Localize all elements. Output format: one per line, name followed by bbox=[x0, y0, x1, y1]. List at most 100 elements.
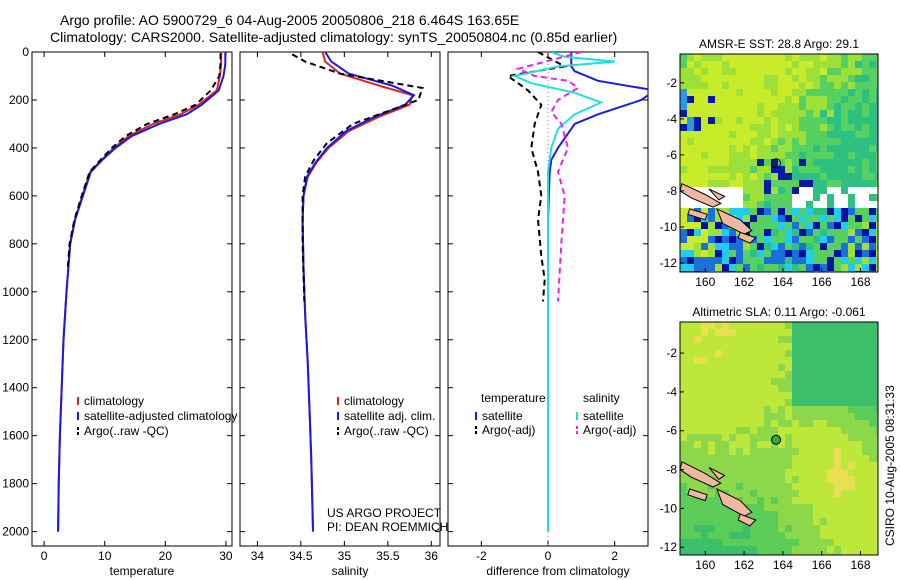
map-cell bbox=[778, 124, 785, 131]
map-cell bbox=[764, 124, 771, 131]
map-cell bbox=[785, 546, 792, 553]
map-cell bbox=[792, 166, 799, 173]
map-cell bbox=[708, 173, 715, 180]
map-cell bbox=[687, 61, 694, 68]
map-cell bbox=[827, 75, 834, 82]
map-cell bbox=[855, 434, 862, 441]
map-cell bbox=[792, 350, 799, 357]
map-cell bbox=[792, 215, 799, 222]
map-cell bbox=[855, 96, 862, 103]
map-cell bbox=[820, 364, 827, 371]
map-cell bbox=[827, 89, 834, 96]
map-cell bbox=[701, 504, 708, 511]
map-cell bbox=[778, 490, 785, 497]
map-cell bbox=[855, 250, 862, 257]
map-cell bbox=[806, 96, 813, 103]
map-cell bbox=[785, 54, 792, 61]
map-cell bbox=[722, 343, 729, 350]
map-cell bbox=[701, 532, 708, 539]
map-cell bbox=[792, 483, 799, 490]
map-cell bbox=[876, 385, 878, 392]
sla-map-xtick-label: 168 bbox=[851, 558, 871, 572]
map-cell bbox=[771, 462, 778, 469]
map-cell bbox=[792, 159, 799, 166]
map-cell bbox=[813, 61, 820, 68]
map-cell bbox=[841, 89, 848, 96]
map-cell bbox=[778, 462, 785, 469]
map-cell bbox=[834, 364, 841, 371]
temperature-series-satellite-adjusted-climatology bbox=[57, 52, 227, 532]
map-cell bbox=[855, 455, 862, 462]
map-cell bbox=[862, 518, 869, 525]
map-cell bbox=[778, 222, 785, 229]
map-cell bbox=[876, 145, 878, 152]
map-cell bbox=[855, 329, 862, 336]
map-cell bbox=[736, 145, 743, 152]
sst-map-xtick-label: 162 bbox=[734, 275, 754, 289]
map-cell bbox=[799, 180, 806, 187]
map-cell bbox=[799, 539, 806, 546]
map-cell bbox=[736, 159, 743, 166]
map-cell bbox=[729, 469, 736, 476]
map-cell bbox=[813, 257, 820, 264]
map-cell bbox=[729, 399, 736, 406]
map-cell bbox=[680, 131, 687, 138]
map-cell bbox=[862, 166, 869, 173]
map-cell bbox=[876, 476, 878, 483]
map-cell bbox=[708, 257, 715, 264]
map-cell bbox=[799, 553, 806, 555]
map-cell bbox=[750, 427, 757, 434]
map-cell bbox=[855, 322, 862, 329]
map-cell bbox=[869, 441, 876, 448]
map-cell bbox=[722, 173, 729, 180]
map-cell bbox=[785, 336, 792, 343]
map-cell bbox=[876, 194, 878, 201]
map-cell bbox=[848, 322, 855, 329]
map-cell bbox=[771, 250, 778, 257]
map-cell bbox=[715, 434, 722, 441]
map-cell bbox=[708, 166, 715, 173]
map-cell bbox=[876, 518, 878, 525]
map-cell bbox=[834, 385, 841, 392]
map-cell bbox=[778, 215, 785, 222]
map-cell bbox=[869, 399, 876, 406]
map-cell bbox=[757, 539, 764, 546]
map-cell bbox=[876, 215, 878, 222]
map-cell bbox=[869, 243, 876, 250]
map-cell bbox=[834, 68, 841, 75]
map-cell bbox=[848, 264, 855, 271]
map-cell bbox=[834, 399, 841, 406]
map-cell bbox=[687, 427, 694, 434]
map-cell bbox=[834, 208, 841, 215]
map-cell bbox=[834, 138, 841, 145]
map-cell bbox=[876, 497, 878, 504]
map-cell bbox=[855, 187, 862, 194]
map-cell bbox=[799, 357, 806, 364]
map-cell bbox=[680, 68, 687, 75]
map-cell bbox=[736, 350, 743, 357]
sst-map-ytick-label: -12 bbox=[660, 256, 678, 270]
map-cell bbox=[813, 68, 820, 75]
map-cell bbox=[785, 518, 792, 525]
map-cell bbox=[722, 371, 729, 378]
map-cell bbox=[757, 201, 764, 208]
map-cell bbox=[806, 357, 813, 364]
map-cell bbox=[750, 357, 757, 364]
map-cell bbox=[750, 399, 757, 406]
map-cell bbox=[834, 546, 841, 553]
map-cell bbox=[820, 413, 827, 420]
map-cell bbox=[841, 385, 848, 392]
map-cell bbox=[848, 145, 855, 152]
map-cell bbox=[715, 250, 722, 257]
map-cell bbox=[806, 539, 813, 546]
map-cell bbox=[785, 68, 792, 75]
map-cell bbox=[848, 110, 855, 117]
map-cell bbox=[778, 518, 785, 525]
map-cell bbox=[743, 194, 750, 201]
map-cell bbox=[799, 187, 806, 194]
map-cell bbox=[701, 180, 708, 187]
map-cell bbox=[764, 553, 771, 555]
argo-position-marker bbox=[771, 158, 782, 169]
map-cell bbox=[694, 264, 701, 271]
map-cell bbox=[792, 243, 799, 250]
